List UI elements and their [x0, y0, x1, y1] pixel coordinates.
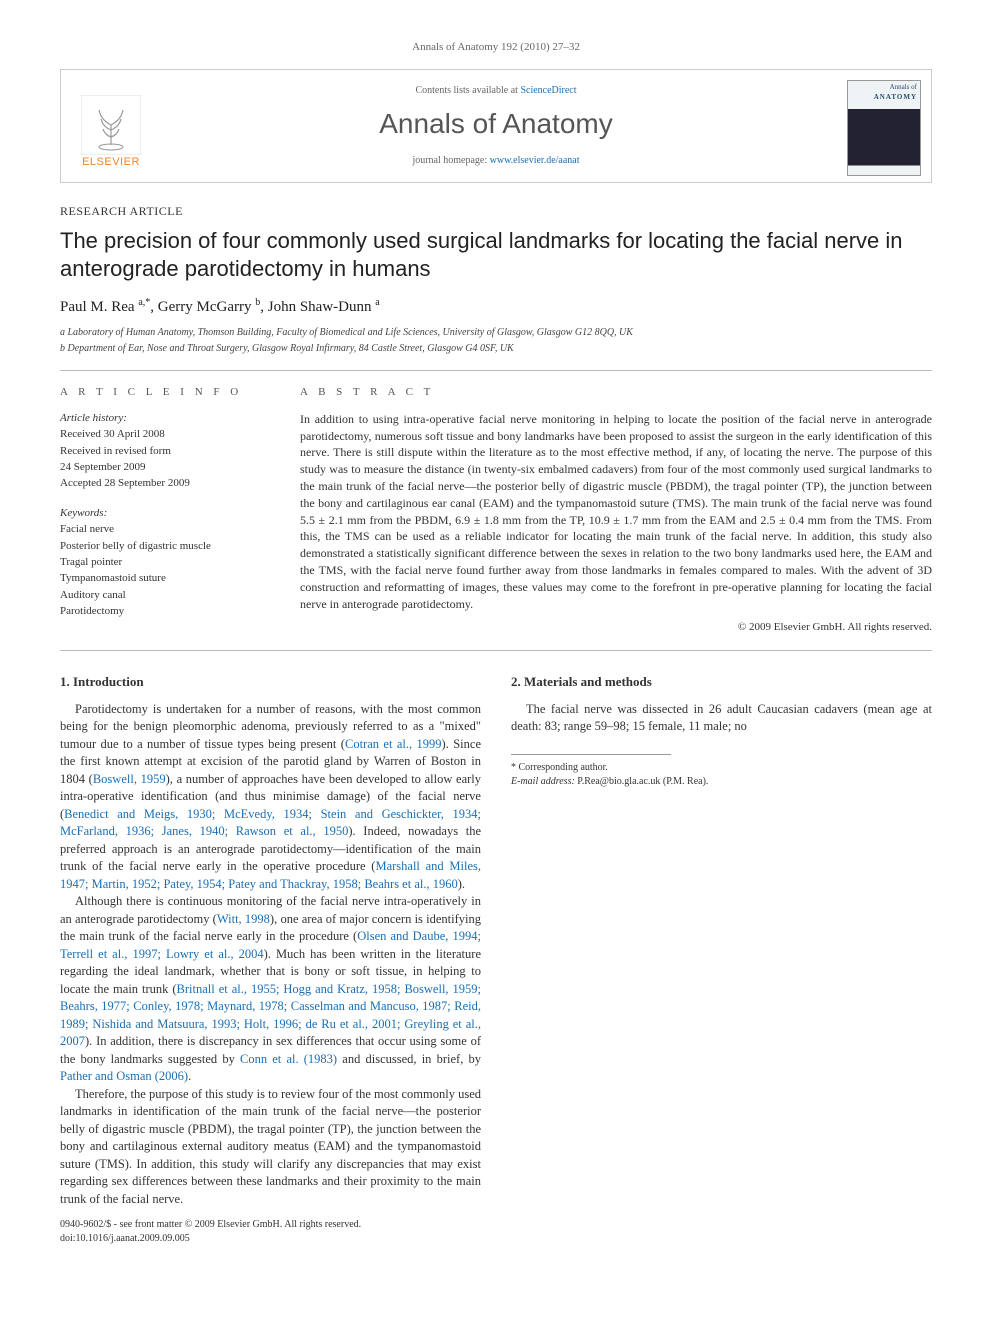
affiliation: a Laboratory of Human Anatomy, Thomson B…: [60, 326, 932, 340]
affiliation: b Department of Ear, Nose and Throat Sur…: [60, 342, 932, 356]
history-line: 24 September 2009: [60, 460, 270, 475]
history-line: Accepted 28 September 2009: [60, 476, 270, 491]
section-1-heading: 1. Introduction: [60, 673, 481, 691]
citation-link[interactable]: Pather and Osman (2006): [60, 1069, 188, 1083]
intro-para-2: Although there is continuous monitoring …: [60, 893, 481, 1086]
abstract-heading: A B S T R A C T: [300, 385, 932, 400]
front-matter: 0940-9602/$ - see front matter © 2009 El…: [60, 1218, 932, 1246]
keyword: Posterior belly of digastric muscle: [60, 539, 270, 554]
copyright-line: © 2009 Elsevier GmbH. All rights reserve…: [300, 620, 932, 635]
journal-name: Annals of Anatomy: [171, 104, 821, 143]
journal-header: ELSEVIER Annals of ANATOMY Contents list…: [60, 69, 932, 182]
publisher-logo: ELSEVIER: [71, 80, 151, 170]
history-heading: Article history:: [60, 411, 270, 426]
citation-link[interactable]: Conn et al. (1983): [240, 1052, 337, 1066]
abstract-text: In addition to using intra-operative fac…: [300, 411, 932, 613]
corresponding-author-block: * Corresponding author. E-mail address: …: [511, 754, 932, 789]
article-type: RESEARCH ARTICLE: [60, 203, 932, 220]
section-2-heading: 2. Materials and methods: [511, 673, 932, 691]
divider: [60, 650, 932, 651]
corresponding-email[interactable]: P.Rea@bio.gla.ac.uk (P.M. Rea).: [577, 776, 708, 787]
publisher-name: ELSEVIER: [82, 155, 140, 170]
email-label: E-mail address:: [511, 776, 575, 787]
citation-link[interactable]: Witt, 1998: [217, 912, 270, 926]
running-head: Annals of Anatomy 192 (2010) 27–32: [60, 40, 932, 55]
contents-prefix: Contents lists available at: [415, 85, 520, 96]
keyword: Tragal pointer: [60, 555, 270, 570]
journal-homepage-link[interactable]: www.elsevier.de/aanat: [490, 155, 580, 166]
journal-cover-thumbnail: Annals of ANATOMY: [847, 80, 921, 176]
article-title: The precision of four commonly used surg…: [60, 227, 932, 282]
homepage-prefix: journal homepage:: [412, 155, 489, 166]
intro-para-3: Therefore, the purpose of this study is …: [60, 1086, 481, 1209]
elsevier-tree-icon: [81, 95, 141, 155]
issn-line: 0940-9602/$ - see front matter © 2009 El…: [60, 1218, 932, 1232]
article-info-heading: A R T I C L E I N F O: [60, 385, 270, 400]
keyword: Facial nerve: [60, 522, 270, 537]
cover-small-text: Annals of: [851, 83, 917, 93]
doi-line: doi:10.1016/j.aanat.2009.09.005: [60, 1232, 932, 1246]
corresponding-author-label: * Corresponding author.: [511, 761, 932, 775]
keywords-heading: Keywords:: [60, 506, 270, 521]
keyword: Tympanomastoid suture: [60, 571, 270, 586]
contents-line: Contents lists available at ScienceDirec…: [171, 84, 821, 98]
history-line: Received 30 April 2008: [60, 427, 270, 442]
homepage-line: journal homepage: www.elsevier.de/aanat: [171, 154, 821, 168]
sciencedirect-link[interactable]: ScienceDirect: [520, 85, 576, 96]
text-run: ).: [458, 877, 465, 891]
text-run: .: [188, 1069, 191, 1083]
cover-big-text: ANATOMY: [851, 93, 917, 103]
text-run: and discussed, in brief, by: [337, 1052, 481, 1066]
footnote-rule: [511, 754, 671, 755]
keyword: Auditory canal: [60, 588, 270, 603]
citation-link[interactable]: Boswell, 1959: [93, 772, 166, 786]
author-list: Paul M. Rea a,*, Gerry McGarry b, John S…: [60, 296, 932, 318]
divider: [60, 370, 932, 371]
keyword: Parotidectomy: [60, 604, 270, 619]
methods-para-1: The facial nerve was dissected in 26 adu…: [511, 701, 932, 736]
citation-link[interactable]: Cotran et al., 1999: [345, 737, 442, 751]
history-line: Received in revised form: [60, 444, 270, 459]
intro-para-1: Parotidectomy is undertaken for a number…: [60, 701, 481, 894]
